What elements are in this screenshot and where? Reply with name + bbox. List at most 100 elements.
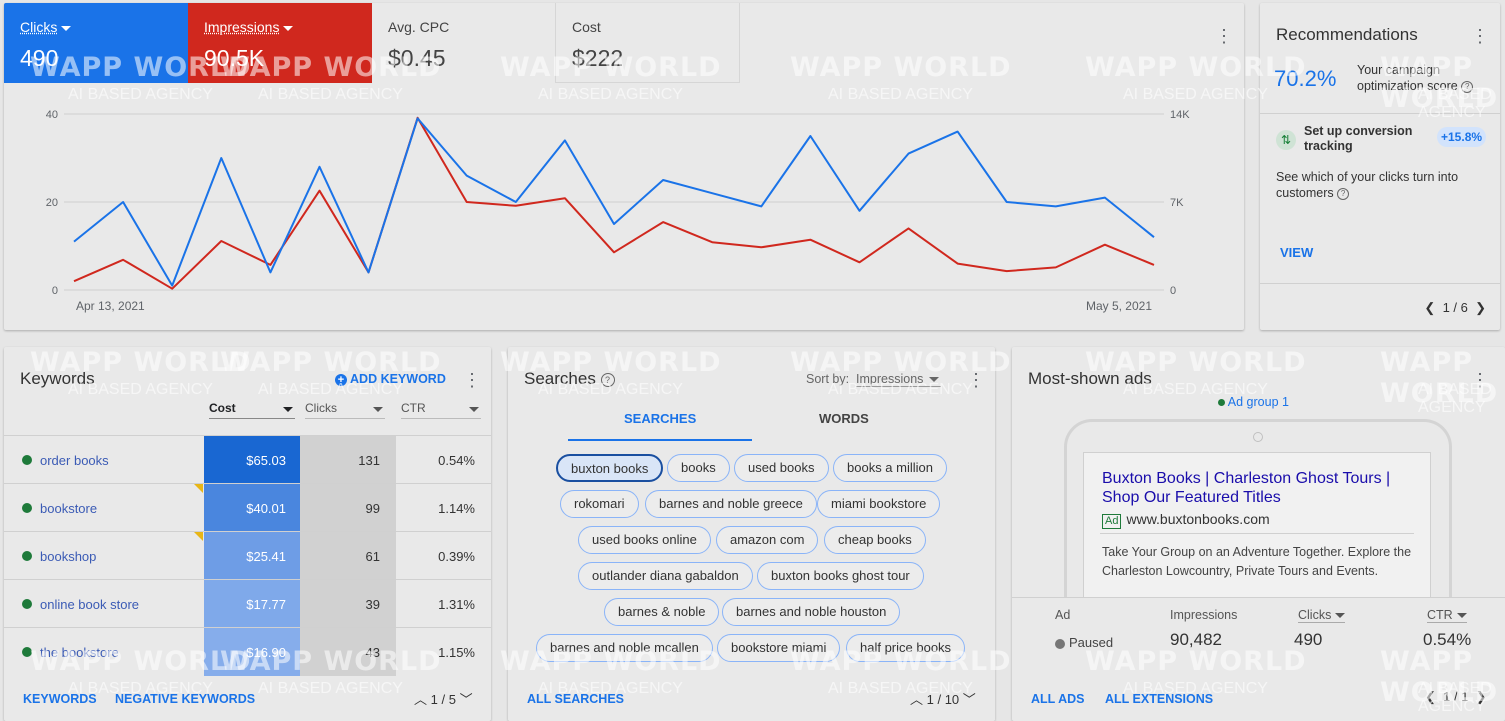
chevron-left-icon[interactable]: ❮ — [1424, 300, 1436, 315]
ctr-column-header[interactable]: CTR — [1427, 608, 1467, 623]
search-term-chip[interactable]: barnes and noble mcallen — [536, 634, 713, 662]
add-icon: + — [335, 373, 347, 386]
chevron-right-icon[interactable]: ❯ — [1475, 300, 1486, 315]
cost-metric-label: Cost — [572, 19, 601, 35]
impressions-metric-label: Impressions — [204, 19, 280, 35]
clicks-column-header[interactable]: Clicks — [1298, 608, 1346, 623]
cost-metric-value: $222 — [572, 45, 624, 71]
search-term-chip[interactable]: books — [667, 454, 730, 482]
chevron-down-icon[interactable]: ﹀ — [962, 692, 976, 707]
search-term-chip[interactable]: cheap books — [824, 526, 926, 554]
chevron-up-icon[interactable]: ︿ — [414, 692, 428, 707]
status-dot-icon — [22, 503, 32, 513]
card-title: Recommendations — [1276, 25, 1418, 44]
keyword-link[interactable]: bookstore — [40, 501, 98, 516]
help-icon[interactable]: ? — [600, 372, 615, 387]
all-searches-link[interactable]: ALL SEARCHES — [527, 692, 625, 706]
ad-group-link[interactable]: Ad group 1 — [1218, 395, 1289, 409]
pagination: ︿ 1 / 10 ﹀ — [910, 689, 976, 708]
paused-icon — [1055, 638, 1065, 649]
clicks-metric-label: Clicks — [20, 19, 58, 35]
avg-cpc-metric-tile[interactable]: Avg. CPC $0.45 — [372, 3, 556, 83]
clicks-cell: 61 — [300, 532, 396, 580]
chevron-down-icon — [1456, 613, 1467, 619]
status-dot-icon — [22, 647, 32, 657]
table-row[interactable]: bookshop $25.41 61 0.39% — [4, 531, 491, 580]
table-row[interactable]: order books $65.03 131 0.54% — [4, 435, 491, 484]
keywords-link[interactable]: KEYWORDS — [23, 692, 97, 706]
clicks-metric-tile[interactable]: Clicks 490 — [4, 3, 188, 83]
keywords-card: Keywords + ADD KEYWORD ⋮ Cost Clicks CTR… — [4, 347, 491, 721]
chevron-down-icon[interactable]: ﹀ — [459, 692, 473, 707]
search-term-chip[interactable]: used books online — [578, 526, 711, 554]
more-options-icon[interactable]: ⋮ — [967, 370, 985, 390]
keyword-link[interactable]: online book store — [40, 597, 140, 612]
sort-value: Impressions — [856, 372, 924, 386]
searches-title-text: Searches — [524, 369, 596, 388]
tab-words[interactable]: WORDS — [819, 411, 869, 426]
search-term-chip[interactable]: used books — [734, 454, 829, 482]
divider — [1100, 533, 1414, 534]
keyword-link[interactable]: bookshop — [40, 549, 97, 564]
ctr-column-label: CTR — [401, 401, 426, 415]
negative-keywords-link[interactable]: NEGATIVE KEYWORDS — [115, 692, 256, 706]
table-row[interactable]: online book store $17.77 39 1.31% — [4, 579, 491, 628]
cost-cell: $17.77 — [204, 580, 300, 628]
search-term-chip[interactable]: buxton books — [556, 454, 664, 482]
chevron-up-icon[interactable]: ︿ — [910, 692, 924, 707]
impressions-metric-tile[interactable]: Impressions 90.5K — [188, 3, 372, 83]
search-term-chip[interactable]: barnes & noble — [604, 598, 720, 626]
chevron-left-icon[interactable]: ❮ — [1425, 689, 1436, 704]
cost-metric-tile[interactable]: Cost $222 — [556, 3, 740, 83]
keyword-link[interactable]: order books — [40, 453, 109, 468]
ad-column-header: Ad — [1055, 608, 1071, 622]
search-term-chip[interactable]: bookstore miami — [717, 634, 841, 662]
more-options-icon[interactable]: ⋮ — [463, 370, 481, 390]
chevron-right-icon[interactable]: ❯ — [1475, 689, 1487, 704]
x-end-label: May 5, 2021 — [1086, 299, 1152, 313]
more-options-icon[interactable]: ⋮ — [1215, 26, 1233, 46]
add-keyword-label: ADD KEYWORD — [350, 372, 446, 386]
optimization-score: 70.2% — [1274, 66, 1337, 91]
search-term-chip[interactable]: amazon com — [716, 526, 819, 554]
ad-headline[interactable]: Buxton Books | Charleston Ghost Tours | … — [1102, 470, 1391, 506]
search-term-chip[interactable]: rokomari — [560, 490, 639, 518]
clicks-metric-value: 490 — [20, 45, 59, 71]
search-term-chip[interactable]: outlander diana gabaldon — [578, 562, 753, 590]
all-ads-link[interactable]: ALL ADS — [1031, 692, 1085, 706]
clicks-cell: 99 — [300, 484, 396, 532]
add-keyword-button[interactable]: + ADD KEYWORD — [335, 372, 446, 386]
more-options-icon[interactable]: ⋮ — [1471, 26, 1489, 46]
all-extensions-link[interactable]: ALL EXTENSIONS — [1105, 692, 1214, 706]
chevron-down-icon — [283, 407, 293, 412]
table-row[interactable]: bookstore $40.01 99 1.14% — [4, 483, 491, 532]
cost-column-label: Cost — [209, 401, 236, 415]
clicks-column-header[interactable]: Clicks — [305, 401, 385, 419]
search-term-chip[interactable]: buxton books ghost tour — [757, 562, 924, 590]
search-term-chip[interactable]: books a million — [833, 454, 947, 482]
recommendations-card: Recommendations ⋮ 70.2% Your campaign op… — [1260, 3, 1500, 330]
search-term-chip[interactable]: barnes and noble houston — [722, 598, 901, 626]
cost-column-header[interactable]: Cost — [209, 401, 295, 419]
search-term-chip[interactable]: half price books — [846, 634, 966, 662]
clicks-metric-dropdown[interactable]: Clicks — [20, 19, 188, 35]
tab-searches[interactable]: SEARCHES — [624, 411, 697, 426]
search-term-chip[interactable]: barnes and noble greece — [645, 490, 817, 518]
keyword-link[interactable]: the bookstore — [40, 645, 119, 660]
more-options-icon[interactable]: ⋮ — [1471, 370, 1489, 390]
recommendation-title: Set up conversion tracking — [1304, 124, 1413, 153]
card-title: Searches ? — [524, 369, 615, 389]
help-icon[interactable]: ? — [1337, 187, 1350, 200]
view-button[interactable]: VIEW — [1280, 245, 1314, 260]
optimization-score-label: Your campaign optimization score ? — [1357, 62, 1487, 94]
ctr-cell: 0.39% — [438, 549, 475, 564]
help-icon[interactable]: ? — [1461, 80, 1474, 93]
table-row[interactable]: the bookstore $16.90 43 1.15% — [4, 627, 491, 676]
sort-dropdown[interactable]: Impressions — [856, 372, 942, 387]
chevron-down-icon — [929, 377, 940, 382]
search-term-chip[interactable]: miami bookstore — [817, 490, 941, 518]
ctr-column-header[interactable]: CTR — [401, 401, 481, 419]
ctr-header-label: CTR — [1427, 608, 1453, 622]
impressions-metric-dropdown[interactable]: Impressions — [204, 19, 372, 35]
sort-control[interactable]: Sort by: Impressions — [806, 372, 942, 387]
